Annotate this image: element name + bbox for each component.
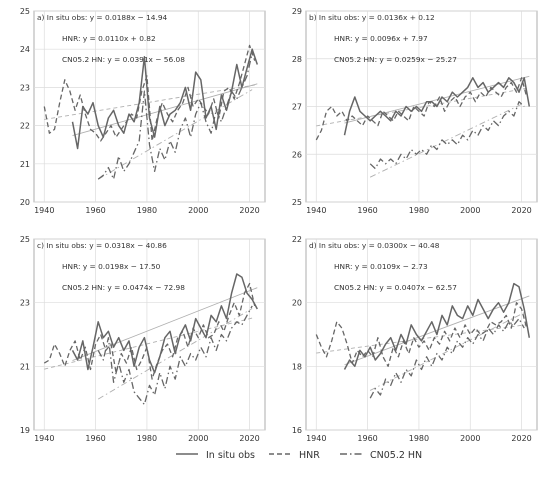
y-tick-label: 20: [20, 198, 30, 207]
legend-label-in-situ-obs: In situ obs: [206, 450, 255, 461]
x-tick-label: 1940: [306, 206, 326, 215]
panel-label: a) In situ obs: y = 0.0188x − 14.94: [37, 13, 168, 22]
panel-label: b) In situ obs: y = 0.0136x + 0.12: [309, 13, 435, 22]
chart-panels: 20 21 22 23 24 25 1940 1960 1980 2000 2020 a) In si…: [20, 7, 538, 443]
series-line-cn05-2-hn: [369, 317, 525, 399]
y-tick-label: 20: [292, 299, 302, 308]
x-tick-label: 1960: [85, 434, 105, 443]
chart-legend: In situ obs HNR CN05.2 HN: [176, 450, 422, 461]
y-tick-label: 23: [20, 299, 30, 308]
trend-line-in-situ-obs: [72, 287, 258, 361]
y-tick-label: 23: [20, 83, 30, 92]
x-tick-label: 1960: [357, 206, 377, 215]
panel-label: c) In situ obs: y = 0.0318x − 40.86: [37, 241, 167, 250]
series-line-in-situ-obs: [343, 282, 531, 370]
panel-d: 16 18 20 22 1940 1960 1980 2000 2020 d) In situ o…: [292, 235, 538, 443]
series-line-hnr: [43, 44, 256, 142]
legend-label-hnr: HNR: [299, 450, 320, 461]
series-line-in-situ-obs: [71, 273, 258, 374]
annotation-cn05: CN05.2 HN: y = 0.0407x − 62.57: [334, 283, 457, 292]
y-tick-label: 25: [20, 7, 30, 16]
series-line-cn05-2-hn: [97, 305, 253, 406]
trend-line-hnr: [44, 84, 255, 120]
annotation-hnr: HNR: y = 0.0109x − 2.73: [334, 262, 428, 271]
y-tick-label: 18: [292, 362, 302, 371]
panel-a: 20 21 22 23 24 25 1940 1960 1980 2000 2020 a) In si…: [20, 7, 266, 215]
legend-label-cn05-2-hn: CN05.2 HN: [370, 450, 422, 461]
panel-b: 25 26 27 28 29 1940 1960 1980 2000 2020 b) In situ…: [292, 7, 538, 215]
x-tick-label: 1940: [34, 434, 54, 443]
y-tick-label: 22: [292, 235, 302, 244]
series-line-in-situ-obs: [343, 77, 531, 136]
trend-line-cn05-2-hn: [369, 312, 525, 391]
trend-line-cn05-2-hn: [97, 308, 253, 400]
x-tick-label: 1980: [137, 206, 157, 215]
y-tick-label: 21: [20, 362, 30, 371]
y-tick-label: 28: [292, 55, 302, 64]
series-line-in-situ-obs: [71, 48, 259, 150]
x-tick-label: 1980: [137, 434, 157, 443]
y-tick-label: 25: [292, 198, 302, 207]
x-tick-label: 2000: [188, 434, 208, 443]
annotation-cn05: CN05.2 HN: y = 0.0391x − 56.08: [62, 55, 185, 64]
x-tick-label: 1940: [34, 206, 54, 215]
trend-line-cn05-2-hn: [369, 102, 525, 178]
trend-line-hnr: [316, 87, 527, 127]
panel-c: 19 21 23 25 1940 1960 1980 2000 2020 c) In situ o…: [20, 235, 266, 443]
y-tick-label: 21: [20, 160, 30, 169]
x-tick-label: 2000: [460, 434, 480, 443]
annotation-hnr: HNR: y = 0.0096x + 7.97: [334, 34, 428, 43]
series-line-hnr: [315, 302, 528, 367]
y-tick-label: 22: [20, 122, 30, 131]
x-tick-label: 2000: [460, 206, 480, 215]
y-tick-label: 19: [20, 426, 30, 435]
x-tick-label: 2020: [239, 434, 259, 443]
x-tick-label: 1960: [85, 206, 105, 215]
series-line-cn05-2-hn: [369, 101, 525, 170]
annotation-cn05: CN05.2 HN: y = 0.0474x − 72.98: [62, 283, 185, 292]
x-tick-label: 1960: [357, 434, 377, 443]
annotation-hnr: HNR: y = 0.0110x + 0.82: [62, 34, 156, 43]
x-tick-label: 2020: [511, 434, 531, 443]
y-tick-label: 29: [292, 7, 302, 16]
series-line-cn05-2-hn: [97, 52, 253, 180]
x-tick-label: 1940: [306, 434, 326, 443]
trend-line-in-situ-obs: [72, 83, 258, 137]
x-tick-label: 2020: [511, 206, 531, 215]
y-tick-label: 24: [20, 45, 30, 54]
series-line-hnr: [315, 77, 528, 141]
series-line-hnr: [43, 282, 256, 380]
panel-label: d) In situ obs: y = 0.0300x − 40.48: [309, 241, 440, 250]
trend-line-hnr: [44, 317, 255, 370]
y-tick-label: 26: [292, 150, 302, 159]
x-tick-label: 2000: [188, 206, 208, 215]
trend-line-in-situ-obs: [344, 295, 530, 366]
y-tick-label: 27: [292, 103, 302, 112]
x-tick-label: 2020: [239, 206, 259, 215]
x-tick-label: 1980: [409, 434, 429, 443]
trend-line-cn05-2-hn: [97, 89, 253, 180]
annotation-cn05: CN05.2 HN: y = 0.0259x − 25.27: [334, 55, 457, 64]
x-tick-label: 1980: [409, 206, 429, 215]
annotation-hnr: HNR: y = 0.0198x − 17.50: [62, 262, 161, 271]
y-tick-label: 25: [20, 235, 30, 244]
y-tick-label: 16: [292, 426, 302, 435]
